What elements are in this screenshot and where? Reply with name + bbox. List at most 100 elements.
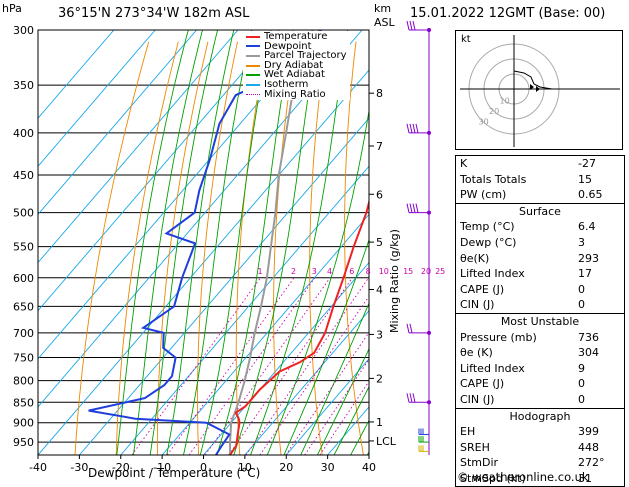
dry-adiabat-line	[115, 41, 179, 455]
km-tick-label: LCL	[376, 435, 397, 448]
asl-unit-label: ASL	[374, 16, 395, 29]
wet-adiabat-line	[250, 30, 349, 455]
surface-title: Surface	[519, 204, 561, 218]
pressure-tick-label: 800	[13, 375, 34, 388]
sreh-row: SREH 448	[460, 440, 599, 454]
pressure-tick-label: 300	[13, 24, 34, 37]
indices-panel: K -27 Totals Totals 15 PW (cm) 0.65 Surface…	[455, 155, 625, 487]
wind-barb-feather	[406, 203, 410, 213]
km-tick-label: 7	[376, 140, 383, 153]
wind-barb-feather	[406, 20, 410, 31]
wind-barb-feather	[412, 393, 416, 403]
km-tick-label: 2	[376, 372, 383, 385]
isotherm-line	[38, 30, 363, 408]
mixing-ratio-tick-label: 1	[258, 267, 263, 276]
pressure-tick-label: 750	[13, 352, 34, 365]
legend-label: Mixing Ratio	[264, 88, 326, 100]
wet-adiabat-line	[149, 30, 219, 455]
mu-li-row: Lifted Index 9	[460, 361, 585, 375]
legend-swatch	[246, 35, 260, 38]
mixing-ratio-tick-label: 3	[312, 267, 317, 276]
hodograph-arrows	[530, 84, 540, 92]
hodograph-trace	[513, 70, 553, 90]
most-unstable-title: Most Unstable	[500, 314, 580, 328]
hodograph-ring-label: 20	[489, 107, 499, 116]
km-tick-label: 3	[376, 328, 383, 341]
wet-adiabat-line	[266, 108, 369, 455]
isotherm-line	[38, 30, 197, 216]
legend-label: Wet Adiabat	[264, 69, 325, 81]
x-tick-label: -40	[29, 461, 47, 474]
mixing-ratio-line	[204, 277, 331, 455]
legend-label: Parcel Trajectory	[264, 50, 347, 62]
hodograph-ring-label: 10	[500, 97, 510, 106]
legend-swatch	[246, 45, 260, 48]
wind-barb-feather	[409, 123, 413, 133]
x-tick-label: 10	[238, 461, 252, 474]
pressure-tick-label: 650	[13, 300, 34, 313]
wet-adiabat-line	[233, 30, 319, 455]
legend-label: Temperature	[264, 31, 328, 42]
wind-barb-feather	[409, 393, 413, 403]
pressure-tick-label: 500	[13, 207, 34, 220]
wet-adiabat-line	[283, 238, 369, 455]
pressure-tick-label: 600	[13, 272, 34, 285]
legend-label: Dewpoint	[264, 40, 312, 52]
surface-dewp-row: Dewp (°C) 3	[460, 235, 585, 249]
mixing-ratio-tick-label: 8	[366, 267, 371, 276]
x-axis-label: Dewpoint / Temperature (°C)	[88, 466, 260, 480]
legend-entry: Parcel Trajectory	[246, 51, 347, 61]
km-unit-label: km	[374, 2, 392, 15]
x-tick-label: 0	[200, 461, 207, 474]
km-tick-label: 5	[376, 236, 383, 249]
wind-barb-feather	[406, 123, 410, 133]
location-title: 36°15'N 273°34'W 182m ASL	[58, 6, 250, 21]
wet-adiabat-line	[333, 385, 369, 455]
legend-entry: Dewpoint	[246, 40, 347, 52]
legend-swatch	[246, 74, 260, 77]
x-tick-label: -30	[70, 461, 88, 474]
wet-adiabat-line	[166, 30, 235, 455]
km-tick-label: 6	[376, 188, 383, 201]
mixing-ratio-axis-label: Mixing Ratio (g/kg)	[388, 229, 401, 333]
mu-theta-row: θe (K) 304	[460, 346, 599, 360]
mixing-ratio-tick-label: 25	[435, 267, 445, 276]
mixing-ratio-tick-label: 6	[349, 267, 354, 276]
parcel-trajectory-line	[229, 30, 314, 455]
wind-barb-feather	[406, 323, 410, 334]
legend-entry: Isotherm	[246, 80, 347, 90]
stmspd-row: StmSpd (kt) 31	[460, 471, 592, 485]
pressure-tick-label: 450	[13, 169, 34, 182]
pressure-tick-label: 350	[13, 79, 34, 92]
pressure-tick-label: 850	[13, 396, 34, 409]
mixing-ratio-tick-label: 2	[291, 267, 296, 276]
legend-entry: Mixing Ratio	[246, 88, 347, 100]
isotherm-line	[244, 309, 369, 455]
wet-adiabat-line	[116, 30, 189, 455]
dry-adiabat-line	[273, 41, 298, 455]
mu-cape-row: CAPE (J) 0	[460, 377, 585, 391]
x-tick-label: 30	[321, 461, 335, 474]
pressure-tick-label: 550	[13, 241, 34, 254]
pw-row: PW (cm) 0.65	[460, 188, 603, 202]
legend-swatch	[246, 83, 260, 86]
isotherm-line	[38, 69, 369, 455]
dry-adiabat-line	[74, 41, 150, 455]
km-tick-label: 1	[376, 416, 383, 429]
legend-entry: Dry Adiabat	[246, 60, 347, 71]
hodo-unit-label: kt	[461, 34, 471, 45]
wet-adiabat-line	[199, 30, 272, 455]
dewpoint-line	[88, 30, 322, 455]
wind-barb-feather	[409, 323, 413, 334]
hodograph-table-title: Hodograph	[509, 409, 571, 423]
hodograph-ring-label: 30	[479, 118, 489, 127]
wind-barb-feather	[409, 203, 413, 213]
legend-entry: Temperature	[246, 32, 347, 42]
surface-cape-row: CAPE (J) 0	[460, 282, 585, 296]
pressure-tick-label: 400	[13, 127, 34, 140]
wet-adiabat-line	[183, 30, 252, 455]
wet-adiabat-line	[132, 30, 203, 455]
mixing-ratio-tick-label: 15	[403, 267, 413, 276]
